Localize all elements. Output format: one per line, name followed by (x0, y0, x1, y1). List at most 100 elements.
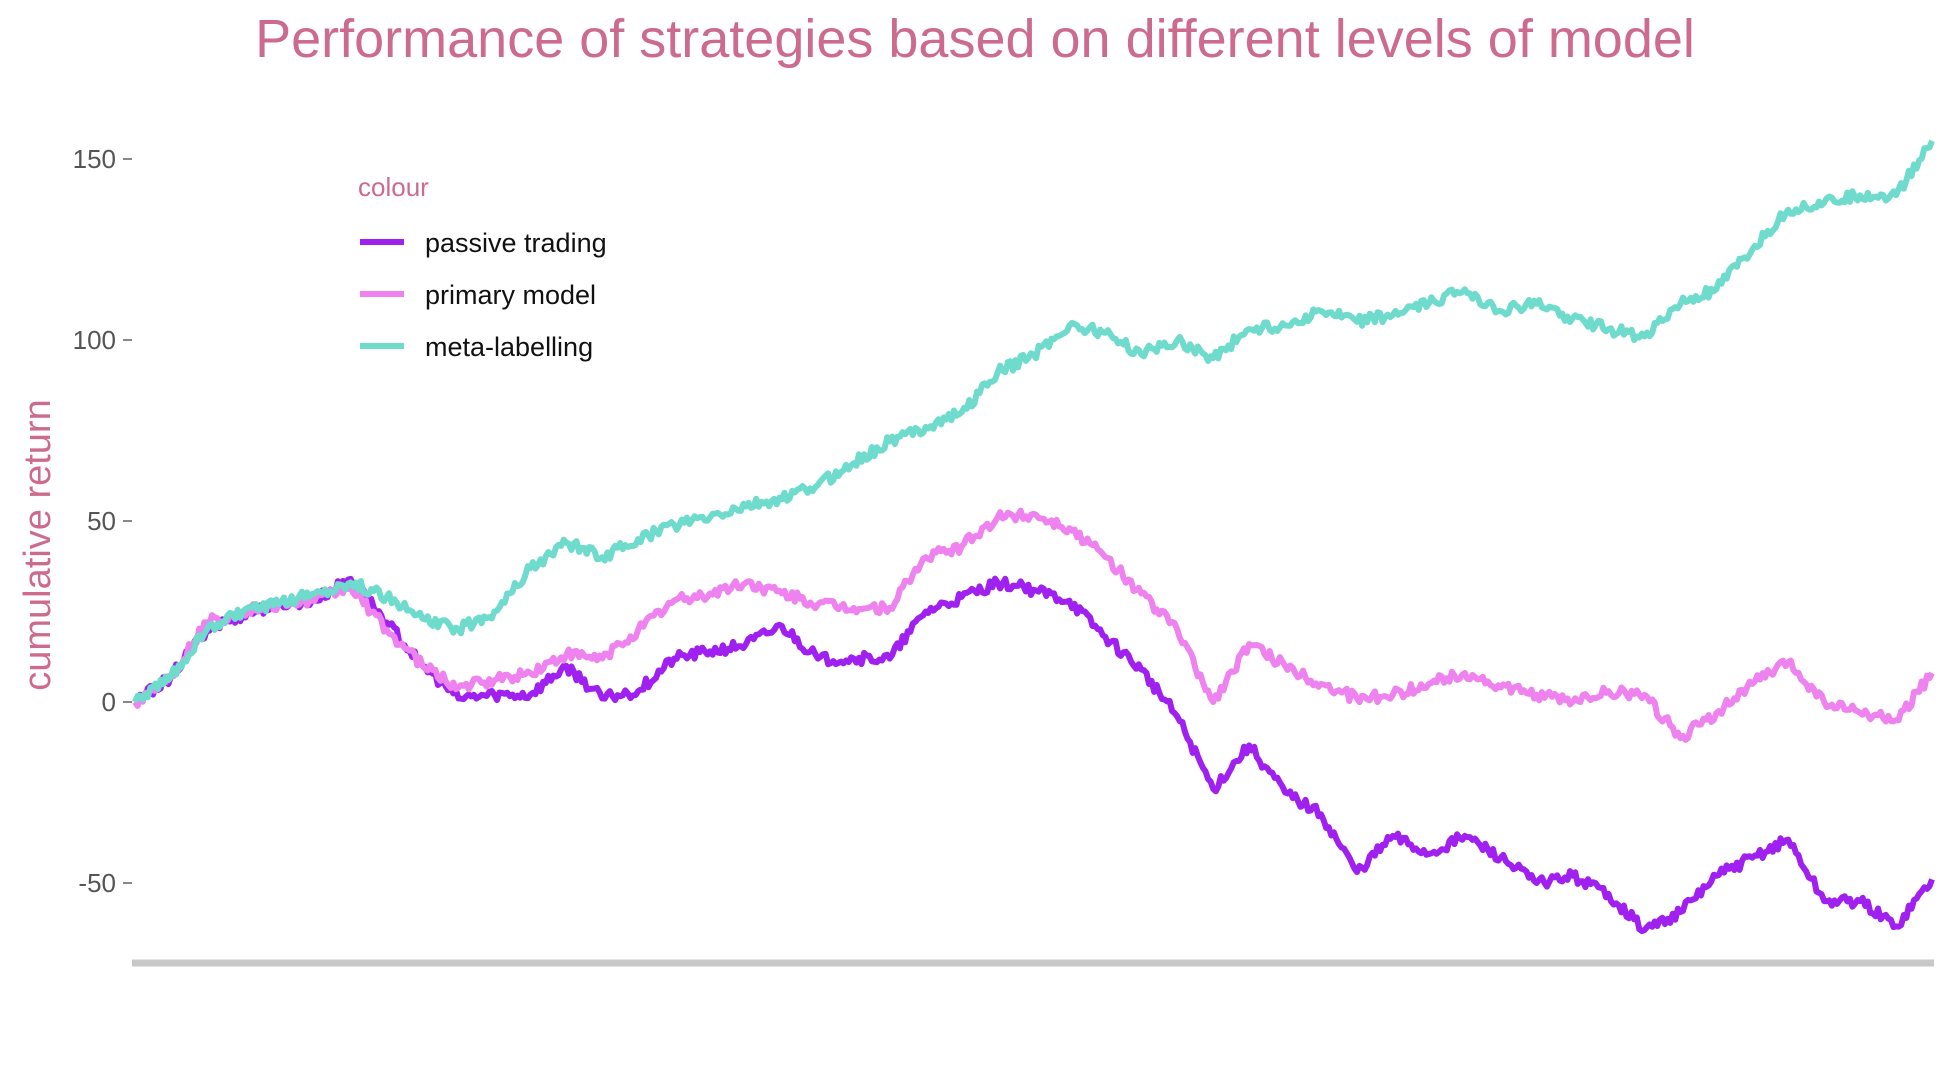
y-tick-label: 0 (102, 687, 116, 717)
data-point (600, 696, 604, 700)
series-lines (132, 139, 1935, 935)
data-point (1463, 287, 1467, 291)
data-point (457, 628, 461, 632)
data-point (1103, 331, 1107, 335)
series-primary-model (132, 507, 1935, 743)
data-point (1499, 856, 1503, 860)
data-point (1894, 193, 1898, 197)
data-point (708, 591, 712, 595)
data-point (313, 591, 317, 595)
data-point (708, 649, 712, 653)
data-point (421, 664, 425, 668)
legend-label: primary model (425, 280, 596, 310)
data-point (1714, 711, 1718, 715)
data-point (1247, 743, 1251, 747)
data-point (672, 523, 676, 527)
data-point (1571, 700, 1575, 704)
data-point (528, 671, 532, 675)
legend-title: colour (358, 172, 429, 202)
data-point (1283, 324, 1287, 328)
data-point (600, 657, 604, 661)
series-line (132, 507, 1935, 743)
data-point (1535, 302, 1539, 306)
data-point (636, 628, 640, 632)
data-point (169, 675, 173, 679)
data-point (564, 664, 568, 668)
data-point (1750, 856, 1754, 860)
y-axis-ticks: 150 100 50 0 -50 (73, 144, 132, 898)
data-point (349, 581, 353, 585)
data-point (385, 595, 389, 599)
data-point (924, 555, 928, 559)
data-point (1427, 682, 1431, 686)
data-point (1463, 671, 1467, 675)
data-point (1175, 715, 1179, 719)
data-point (1319, 682, 1323, 686)
data-point (816, 602, 820, 606)
data-point (1247, 642, 1251, 646)
data-point (1463, 834, 1467, 838)
data-point (600, 555, 604, 559)
data-point (528, 693, 532, 697)
data-point (708, 515, 712, 519)
series-line (132, 575, 1935, 935)
data-point (457, 686, 461, 690)
data-point (564, 541, 568, 545)
y-tick-label: 100 (73, 325, 116, 355)
y-tick-label: 150 (73, 144, 116, 174)
data-point (780, 624, 784, 628)
data-point (1858, 711, 1862, 715)
data-point (960, 544, 964, 548)
data-point (492, 678, 496, 682)
data-point (1499, 309, 1503, 313)
data-point (1319, 812, 1323, 816)
series-meta-labelling (132, 139, 1935, 704)
data-point (205, 628, 209, 632)
data-point (1607, 327, 1611, 331)
data-point (1355, 696, 1359, 700)
data-point (852, 461, 856, 465)
data-point (1032, 512, 1036, 516)
data-point (996, 371, 1000, 375)
series-passive-trading (132, 575, 1935, 935)
data-point (888, 439, 892, 443)
data-point (1822, 700, 1826, 704)
data-point (1535, 693, 1539, 697)
data-point (1535, 881, 1539, 885)
data-point (492, 693, 496, 697)
data-point (1211, 787, 1215, 791)
data-point (1858, 899, 1862, 903)
data-point (672, 599, 676, 603)
data-point (564, 653, 568, 657)
data-point (1032, 353, 1036, 357)
data-point (1175, 338, 1179, 342)
data-point (1786, 838, 1790, 842)
y-tick-label: -50 (78, 868, 116, 898)
data-point (1319, 309, 1323, 313)
data-point (1571, 874, 1575, 878)
data-point (241, 610, 245, 614)
data-point (1283, 664, 1287, 668)
data-point (313, 599, 317, 603)
data-point (1750, 682, 1754, 686)
data-point (744, 581, 748, 585)
data-point (1139, 667, 1143, 671)
data-point (816, 657, 820, 661)
legend-label: passive trading (425, 228, 607, 258)
data-point (1499, 686, 1503, 690)
legend: colour passive trading primary model meta-… (358, 172, 607, 362)
data-point (816, 483, 820, 487)
data-point (385, 628, 389, 632)
data-point (1894, 718, 1898, 722)
data-point (1930, 877, 1934, 881)
data-point (888, 606, 892, 610)
data-point (960, 410, 964, 414)
series-line (132, 139, 1935, 704)
data-point (960, 595, 964, 599)
data-point (636, 689, 640, 693)
data-point (1750, 248, 1754, 252)
data-point (1930, 671, 1934, 675)
data-point (421, 617, 425, 621)
data-point (1391, 834, 1395, 838)
